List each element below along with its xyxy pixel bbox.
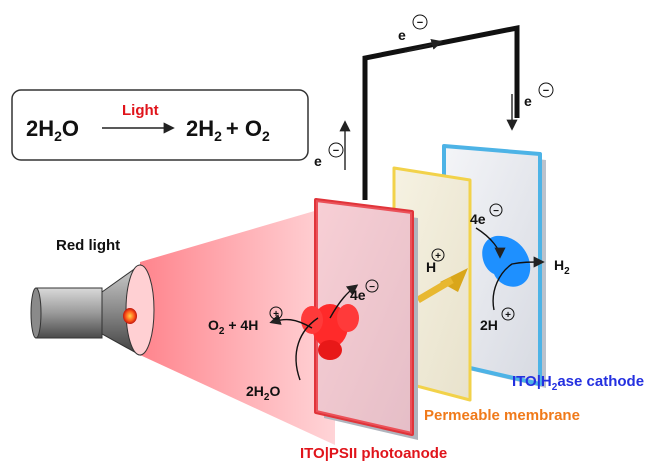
e-top-label: e − [398, 14, 428, 43]
four-e-anode-minus: − [365, 279, 379, 293]
svg-text:−: − [493, 206, 499, 217]
svg-text:e: e [398, 27, 406, 43]
water-arrow [295, 317, 319, 381]
e-right-label: e − [524, 82, 554, 109]
svg-text:e: e [314, 153, 322, 169]
light-beam [140, 205, 335, 445]
cathode-label: ITO|H2ase cathode [512, 373, 644, 393]
svg-text:+: + [505, 310, 511, 321]
arrow-label: Light [122, 102, 159, 119]
psii-complex [301, 304, 359, 360]
red-light-lamp [30, 264, 155, 356]
four-e-cathode-label: 4e [470, 211, 486, 227]
e-left-label: e − [314, 142, 344, 169]
svg-text:+: + [435, 251, 441, 262]
svg-text:+: + [273, 309, 279, 320]
four-e-cathode-minus: − [489, 203, 503, 217]
water-label: 2H2O [246, 383, 280, 403]
h-plus-label: H [426, 259, 436, 275]
equation-products: 2H2 + O2 [186, 116, 270, 144]
proton-arrow [416, 276, 454, 304]
h2-label: H2 [554, 257, 570, 277]
anode-plate [314, 198, 418, 440]
equation-box: 2H2O Light 2H2 + O2 [11, 89, 309, 161]
four-e-anode-label: 4e [350, 287, 366, 303]
o2-4h-plus: + [269, 306, 283, 320]
svg-text:−: − [417, 17, 423, 29]
svg-text:−: − [333, 145, 339, 157]
membrane-label: Permeable membrane [424, 407, 580, 424]
two-h-plus: + [501, 307, 515, 321]
svg-text:e: e [524, 93, 532, 109]
svg-text:−: − [543, 85, 549, 97]
electron-arrow-top [404, 38, 443, 53]
h2-arrow [492, 256, 545, 311]
proton-arrow-icon [440, 268, 468, 292]
o2-arrow [269, 314, 313, 329]
cathode-electron-arrow [475, 227, 506, 259]
o2-4h-label: O2 + 4H [208, 317, 258, 337]
bulb-icon [123, 308, 137, 324]
two-h-label: 2H [480, 317, 498, 333]
h2ase-enzyme [482, 235, 531, 287]
photoanode-label: ITO|PSII photoanode [300, 445, 447, 462]
h-plus-sign: + [431, 248, 445, 262]
red-light-label: Red light [56, 237, 120, 254]
svg-text:−: − [369, 282, 375, 293]
anode-electron-arrow [329, 284, 359, 319]
equation-reactant: 2H2O [26, 116, 79, 144]
